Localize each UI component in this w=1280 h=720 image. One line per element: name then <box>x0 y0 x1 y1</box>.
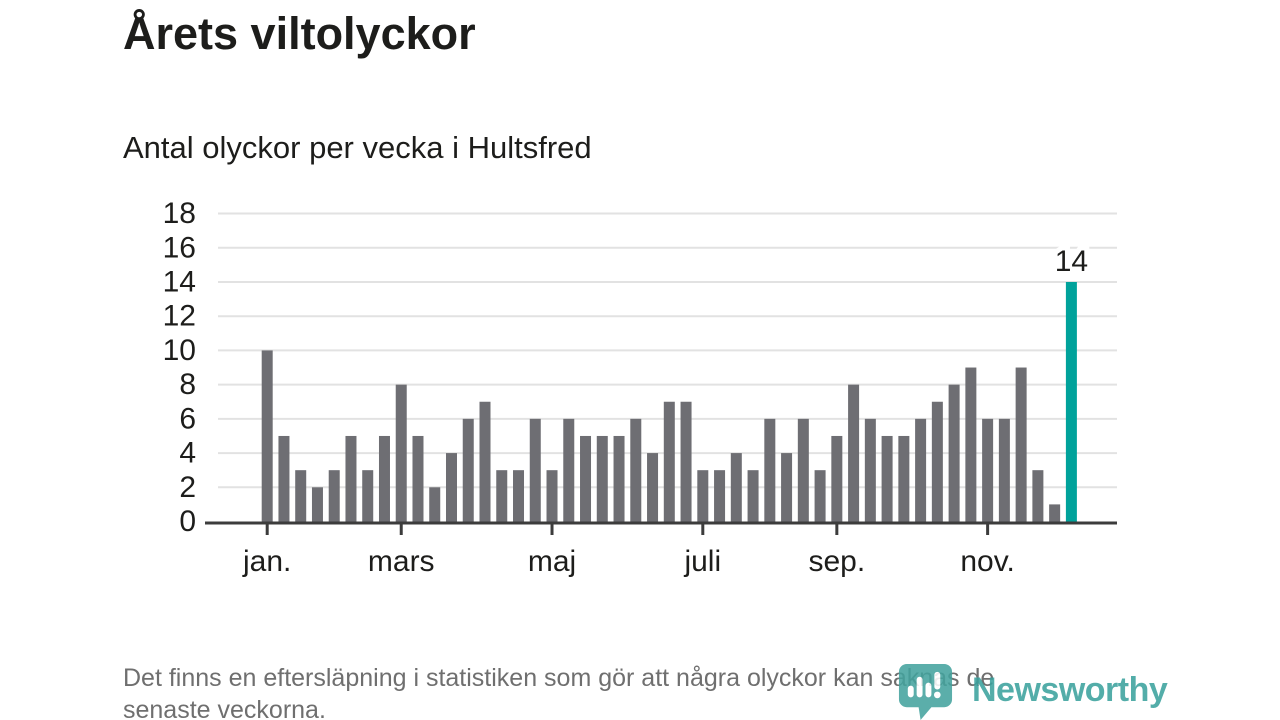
footnote-line-1: Det finns en eftersläpning i statistiken… <box>123 664 995 692</box>
bar-week-10 <box>412 435 424 522</box>
bars <box>261 281 1077 522</box>
bar-week-11 <box>429 487 441 522</box>
highlighted-bar-week-49 <box>1065 281 1077 522</box>
bar-week-19 <box>563 418 575 522</box>
bar-week-38 <box>881 435 893 522</box>
y-tick-label-14: 14 <box>163 265 196 298</box>
bar-week-30 <box>747 470 759 522</box>
page-title: Årets viltolyckor <box>123 8 476 59</box>
bar-week-25 <box>663 401 675 522</box>
bar-week-33 <box>797 418 809 522</box>
bar-week-4 <box>311 487 323 522</box>
newsworthy-wordmark: Newsworthy <box>972 671 1168 709</box>
bar-week-32 <box>781 453 793 522</box>
bar-week-8 <box>378 435 390 522</box>
bar-week-22 <box>613 435 625 522</box>
bar-week-44 <box>982 418 994 522</box>
bar-week-24 <box>647 453 659 522</box>
bar-week-9 <box>395 384 407 522</box>
y-tick-label-12: 12 <box>163 300 196 333</box>
bar-week-1 <box>261 350 273 522</box>
bar-week-45 <box>998 418 1010 522</box>
bar-week-12 <box>445 453 457 522</box>
y-tick-label-16: 16 <box>163 231 196 264</box>
bar-week-37 <box>864 418 876 522</box>
bar-week-26 <box>680 401 692 522</box>
x-tick-label-jan.: jan. <box>242 545 291 578</box>
bar-week-18 <box>546 470 558 522</box>
y-tick-label-10: 10 <box>163 334 196 367</box>
x-tick-label-mars: mars <box>368 545 435 578</box>
x-tick-label-juli: juli <box>683 545 721 578</box>
bar-week-15 <box>496 470 508 522</box>
bar-week-42 <box>948 384 960 522</box>
bar-week-34 <box>814 470 826 522</box>
newsworthy-icon <box>898 663 953 720</box>
bar-week-6 <box>345 435 357 522</box>
bar-week-41 <box>931 401 943 522</box>
bar-week-39 <box>898 435 910 522</box>
chart-subtitle: Antal olyckor per vecka i Hultsfred <box>123 130 592 165</box>
bar-week-3 <box>295 470 307 522</box>
bar-week-35 <box>831 435 843 522</box>
x-tick-label-maj: maj <box>528 545 576 578</box>
bar-week-36 <box>848 384 860 522</box>
bar-week-2 <box>278 435 290 522</box>
bar-week-21 <box>596 435 608 522</box>
y-tick-label-8: 8 <box>179 368 196 401</box>
bar-week-13 <box>462 418 474 522</box>
bar-week-47 <box>1032 470 1044 522</box>
bar-week-20 <box>580 435 592 522</box>
bar-week-5 <box>328 470 340 522</box>
bar-week-14 <box>479 401 491 522</box>
bar-week-27 <box>697 470 709 522</box>
bar-week-29 <box>730 453 742 522</box>
gridlines <box>218 212 1117 489</box>
bar-week-40 <box>915 418 927 522</box>
bar-week-31 <box>764 418 776 522</box>
y-tick-label-4: 4 <box>179 437 196 470</box>
y-tick-label-0: 0 <box>179 505 196 538</box>
x-tick-label-nov.: nov. <box>960 545 1014 578</box>
bar-week-46 <box>1015 367 1027 522</box>
bar-week-16 <box>513 470 525 522</box>
x-tick-label-sep.: sep. <box>808 545 865 578</box>
bar-week-48 <box>1049 504 1061 522</box>
bar-week-23 <box>630 418 642 522</box>
newsworthy-logo: Newsworthy <box>896 661 1168 720</box>
bar-week-28 <box>714 470 726 522</box>
bar-week-7 <box>362 470 374 522</box>
bar-week-43 <box>965 367 977 522</box>
x-axis-ticks: jan. mars maj juli sep. nov. <box>242 523 1015 578</box>
y-tick-label-6: 6 <box>179 402 196 435</box>
y-tick-label-2: 2 <box>179 471 196 504</box>
footnote: Det finns en eftersläpning i statistiken… <box>123 662 994 720</box>
y-tick-label-18: 18 <box>163 197 196 230</box>
highlight-value-label: 14 <box>1055 245 1088 278</box>
bar-week-17 <box>529 418 541 522</box>
footnote-line-2: senaste veckorna. <box>123 696 326 720</box>
